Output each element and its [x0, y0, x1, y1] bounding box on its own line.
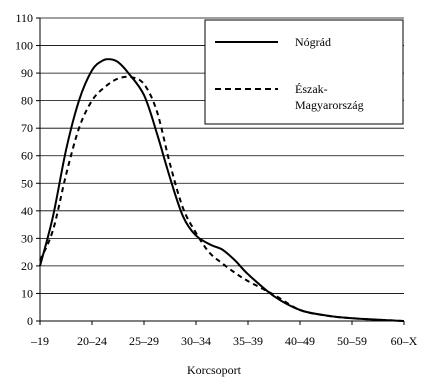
- x-tick-label: 40–49: [285, 334, 315, 348]
- y-tick-label: 20: [21, 259, 33, 273]
- legend-label-eszak-line1: Észak-: [295, 82, 328, 96]
- series-line-nograd: [39, 58, 405, 322]
- x-tick-label: 35–39: [233, 334, 263, 348]
- x-tick-label: 60–X: [391, 334, 418, 348]
- y-tick-label: 110: [15, 11, 33, 25]
- x-tick-label: –19: [30, 334, 49, 348]
- legend-label-nograd: Nógrád: [295, 35, 331, 49]
- axis-layer: [36, 17, 405, 325]
- y-tick-label: 30: [21, 231, 33, 245]
- x-tick-label: 20–24: [77, 334, 107, 348]
- y-tick-labels: 0 10 20 30 40 50 60 70 80 90 100 110: [15, 11, 33, 328]
- y-tick-label: 50: [21, 176, 33, 190]
- y-tick-label: 80: [21, 94, 33, 108]
- x-tick-label: 30–34: [181, 334, 211, 348]
- legend-box: [204, 19, 404, 125]
- y-tick-label: 10: [21, 286, 33, 300]
- legend-label-eszak-line2: Magyarország: [295, 98, 364, 112]
- y-tick-label: 100: [15, 39, 33, 53]
- x-tick-labels: –19 20–24 25–29 30–34 35–39 40–49 50–59 60–X: [30, 334, 418, 348]
- x-axis-title: Korcsoport: [187, 363, 242, 377]
- y-tick-label: 40: [21, 204, 33, 218]
- legend: Nógrád Észak- Magyarország: [204, 19, 404, 125]
- x-tick-label: 50–59: [337, 334, 367, 348]
- series-line-eszak-magyarorszag: [39, 75, 405, 322]
- x-tick-label: 25–29: [129, 334, 159, 348]
- y-tick-label: 60: [21, 149, 33, 163]
- y-tick-label: 70: [21, 121, 33, 135]
- series-layer: [39, 58, 405, 322]
- y-tick-label: 90: [21, 66, 33, 80]
- y-tick-label: 0: [27, 314, 33, 328]
